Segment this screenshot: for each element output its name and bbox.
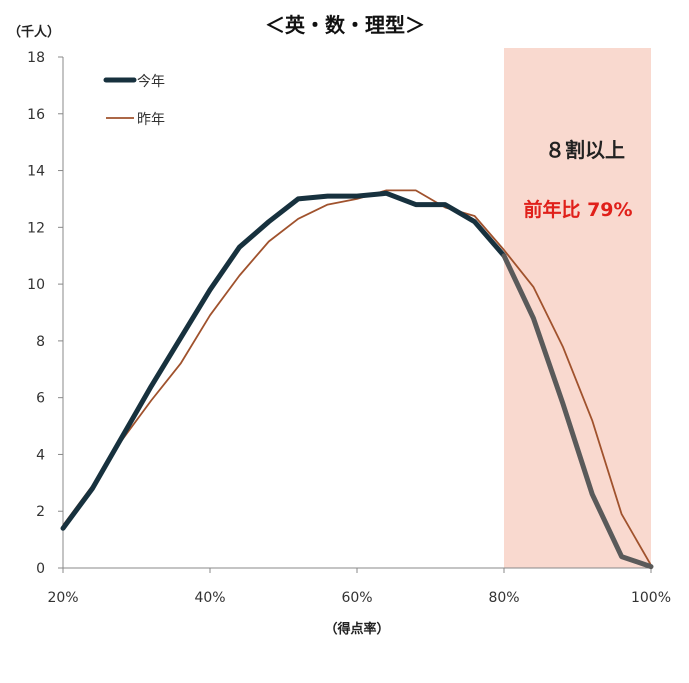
y-tick-label: 18: [27, 50, 45, 66]
y-tick-label: 14: [27, 164, 45, 180]
x-tick-labels: 20% 40% 60% 80% 100%: [47, 568, 671, 606]
x-tick-label: 80%: [488, 590, 519, 606]
series-line-last-year: [62, 189, 652, 566]
series-line-this-year: [60, 190, 507, 531]
y-tick-label: 4: [36, 447, 45, 463]
y-tick-label: 6: [36, 391, 45, 407]
chart-title: ＜英・数・理型＞: [265, 13, 425, 37]
y-tick-label: 12: [27, 220, 45, 236]
y-tick-label: 0: [36, 561, 45, 577]
x-tick-label: 40%: [194, 590, 225, 606]
x-tick-label: 20%: [47, 590, 78, 606]
highlight-label: ８割以上: [545, 138, 625, 162]
y-tick-label: 2: [36, 504, 45, 520]
x-axis-label: （得点率）: [324, 621, 389, 637]
legend-label-this-year: 今年: [137, 74, 165, 90]
y-tick-label: 8: [36, 334, 45, 350]
series-line-this-year-highlight: [501, 253, 654, 570]
series-lines: [60, 189, 654, 570]
y-tick-label: 10: [27, 277, 45, 293]
highlight-note: 前年比 79%: [523, 198, 632, 221]
legend-label-last-year: 昨年: [137, 112, 165, 128]
legend: 今年 昨年: [103, 74, 165, 128]
x-tick-label: 60%: [341, 590, 372, 606]
x-tick-label: 100%: [631, 590, 671, 606]
y-axis-unit: （千人）: [8, 24, 60, 40]
y-tick-labels: 0 2 4 6 8 10 12 14 16 18: [27, 50, 63, 577]
y-tick-label: 16: [27, 107, 45, 123]
